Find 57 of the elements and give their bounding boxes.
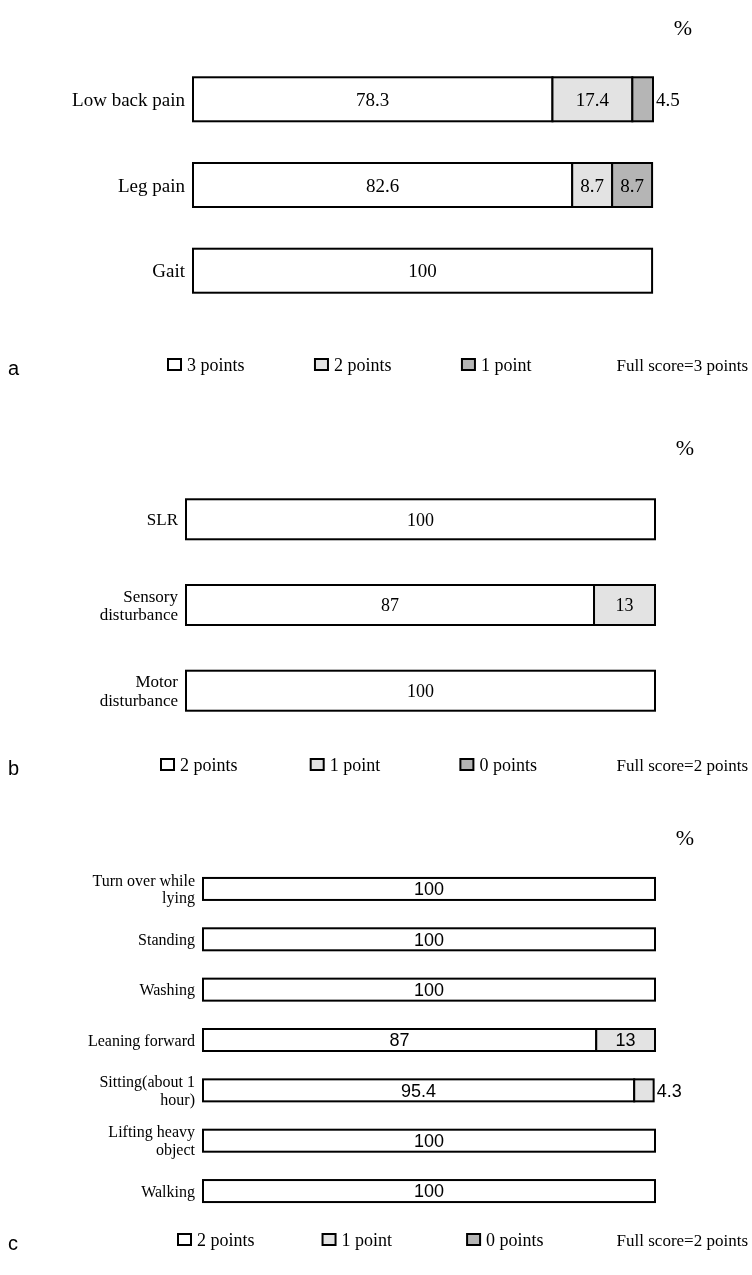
data-label: 100 [413, 929, 445, 950]
data-label: 82.6 [365, 174, 400, 196]
legend-label: 1 point [480, 355, 532, 376]
data-label: 100 [407, 681, 434, 702]
data-label: 8.7 [580, 174, 605, 196]
text: b [8, 757, 20, 779]
bar [202, 1128, 656, 1153]
bar [192, 247, 654, 294]
y-tick-label: Low back pain [72, 88, 186, 110]
text: a [8, 357, 20, 379]
y-tick-label: Leaning forward [87, 1031, 195, 1050]
data-label: 13 [615, 595, 634, 616]
legend-label: 1 point [329, 755, 381, 776]
text: % [675, 435, 695, 460]
legend-label: 1 point [341, 1230, 393, 1251]
y-tick-label: Turn over while lying [92, 871, 195, 908]
y-tick-label: Sensory disturbance [99, 586, 179, 625]
legend-label: 2 points [333, 355, 392, 376]
text: % [673, 15, 693, 40]
y-tick-label: Leg pain [117, 174, 186, 196]
bar [202, 1179, 656, 1204]
text: % [675, 825, 695, 850]
data-label: 8.7 [620, 174, 644, 196]
data-label: 4.5 [656, 88, 680, 110]
data-label: 95.4 [401, 1080, 437, 1101]
text: Full score=3 points [616, 355, 748, 375]
y-tick-label: Washing [139, 981, 195, 1000]
y-tick-label: SLR [146, 510, 179, 530]
legend-label: 2 points [180, 755, 238, 776]
y-tick-label: Gait [152, 260, 186, 282]
text: Full score=2 points [616, 1230, 748, 1250]
bar [202, 876, 656, 901]
data-label: 17.4 [575, 88, 610, 110]
y-tick-label: Lifting heavy object [108, 1123, 196, 1160]
data-label: 87 [389, 1030, 410, 1051]
data-label: 100 [413, 1181, 445, 1202]
y-tick-label: Motor disturbance [99, 672, 179, 711]
y-tick-label: Standing [138, 930, 195, 949]
bar [202, 927, 656, 952]
data-label: 100 [413, 979, 445, 1000]
data-label: 100 [413, 879, 445, 900]
bar [202, 977, 656, 1002]
data-label: 100 [407, 509, 434, 530]
legend-label: 3 points [187, 355, 245, 376]
legend-label: 2 points [197, 1230, 255, 1251]
text: Full score=2 points [616, 755, 748, 775]
legend-label: 0 points [479, 755, 537, 776]
data-label: 100 [408, 260, 437, 282]
y-tick-label: Walking [141, 1182, 195, 1201]
y-tick-label: Sitting(about 1 hour) [99, 1073, 195, 1109]
data-label: 78.3 [356, 88, 390, 110]
data-label: 87 [381, 595, 400, 616]
data-label: 13 [615, 1030, 636, 1051]
text: c [8, 1232, 18, 1254]
legend-label: 0 points [486, 1230, 544, 1251]
data-label: 4.3 [656, 1080, 682, 1101]
data-label: 100 [413, 1131, 445, 1151]
